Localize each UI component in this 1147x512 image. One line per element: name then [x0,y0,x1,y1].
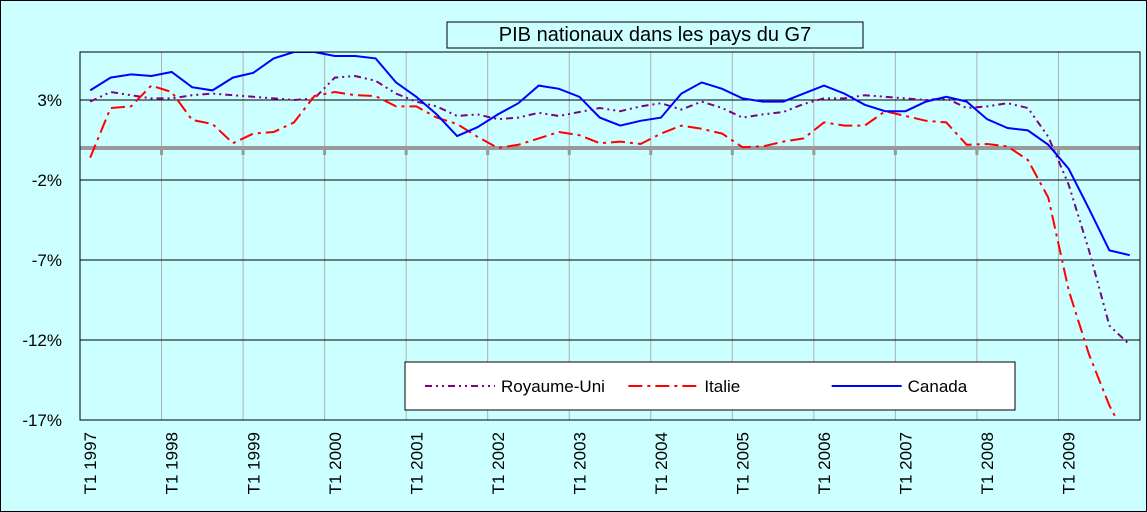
series-line [89,52,1131,257]
x-tick-label: T1 1999 [244,432,263,494]
x-tick-label: T1 2004 [652,432,671,494]
y-tick-label: -7% [32,251,62,270]
legend-label: Royaume-Uni [501,377,605,396]
x-tick-label: T1 2008 [978,432,997,494]
legend-label: Canada [908,377,968,396]
x-tick-label: T1 2007 [897,432,916,494]
x-tick-label: T1 2000 [326,432,345,494]
x-tick-label: T1 1997 [81,432,100,494]
chart-title: PIB nationaux dans les pays du G7 [499,24,811,46]
plot-border [79,51,1141,421]
title-box [446,21,864,49]
y-tick-label: 3% [37,91,62,110]
x-tick-label: T1 2001 [407,432,426,494]
y-tick-label: -12% [22,331,62,350]
x-tick-label: T1 2005 [734,432,753,494]
series-line [89,74,1131,346]
x-tick-label: T1 2009 [1060,432,1079,494]
series-line [89,84,1119,420]
plot-area [80,52,1140,420]
legend-box [404,361,1016,411]
y-tick-label: -17% [22,411,62,430]
x-tick-label: T1 2006 [815,432,834,494]
x-tick-label: T1 2003 [570,432,589,494]
x-tick-label: T1 1998 [163,432,182,494]
y-tick-label: -2% [32,171,62,190]
legend-label: Italie [704,377,740,396]
x-tick-label: T1 2002 [489,432,508,494]
